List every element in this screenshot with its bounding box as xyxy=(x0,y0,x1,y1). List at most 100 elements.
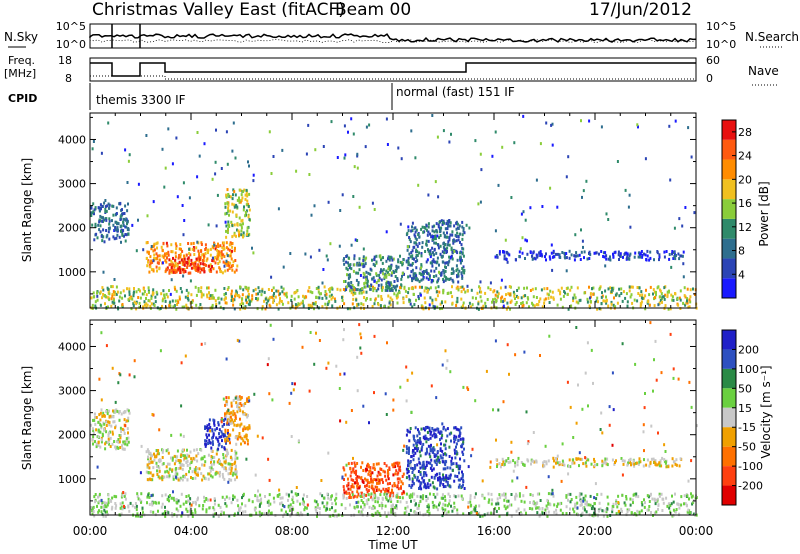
scatter-cell xyxy=(330,286,333,290)
scatter-cell xyxy=(375,254,378,258)
scatter-cell xyxy=(438,220,441,224)
scatter-cell xyxy=(450,132,452,136)
scatter-cell xyxy=(633,512,636,516)
scatter-cell xyxy=(431,500,434,504)
scatter-cell xyxy=(324,302,327,306)
scatter-cell xyxy=(388,258,391,262)
scatter-cell xyxy=(92,210,95,214)
scatter-cell xyxy=(325,296,328,300)
scatter-cell xyxy=(444,498,447,502)
scatter-cell xyxy=(414,241,417,245)
scatter-cell xyxy=(137,288,140,292)
scatter-cell xyxy=(460,445,463,449)
scatter-cell xyxy=(197,256,200,260)
scatter-cell xyxy=(495,300,498,304)
scatter-cell xyxy=(356,490,359,494)
scatter-cell xyxy=(663,458,666,462)
scatter-cell xyxy=(385,413,388,416)
scatter-cell xyxy=(608,423,611,427)
scatter-cell xyxy=(127,232,130,236)
scatter-cell xyxy=(359,492,361,496)
scatter-cell xyxy=(513,141,516,145)
scatter-cell xyxy=(161,494,164,498)
scatter-cell xyxy=(355,271,358,275)
scatter-cell xyxy=(117,438,120,441)
scatter-cell xyxy=(176,514,178,518)
scatter-cell xyxy=(435,251,438,255)
scatter-cell xyxy=(221,439,223,443)
scatter-cell xyxy=(163,185,166,189)
scatter-cell xyxy=(349,474,352,478)
scatter-cell xyxy=(295,169,298,173)
scatter-cell xyxy=(97,443,100,447)
scatter-cell xyxy=(229,195,232,199)
scatter-cell xyxy=(326,258,329,262)
scatter-cell xyxy=(629,252,632,256)
scatter-cell xyxy=(429,466,432,470)
scatter-cell xyxy=(448,278,451,281)
scatter-cell xyxy=(350,470,353,474)
scatter-cell xyxy=(381,285,384,289)
scatter-cell xyxy=(188,247,191,251)
scatter-cell xyxy=(450,431,453,435)
scatter-cell xyxy=(92,435,95,439)
scatter-cell xyxy=(194,260,197,264)
scatter-cell xyxy=(432,251,434,255)
scatter-cell xyxy=(405,451,408,455)
scatter-cell xyxy=(225,438,228,442)
scatter-cell xyxy=(631,301,634,305)
scatter-cell xyxy=(99,214,102,218)
scatter-cell xyxy=(436,256,439,260)
scatter-cell xyxy=(178,295,181,299)
scatter-cell xyxy=(637,255,640,259)
scatter-cell xyxy=(156,257,159,261)
scatter-cell xyxy=(522,494,525,498)
scatter-cell xyxy=(692,500,695,504)
scatter-cell xyxy=(108,423,111,427)
scatter-cell xyxy=(228,254,231,258)
scatter-cell xyxy=(239,423,242,427)
scatter-cell xyxy=(687,305,690,309)
scatter-cell xyxy=(150,494,153,498)
scatter-cell xyxy=(369,297,372,301)
scatter-cell xyxy=(111,496,114,500)
scatter-cell xyxy=(105,505,108,509)
scatter-cell xyxy=(158,476,161,480)
scatter-cell xyxy=(226,453,228,457)
scatter-cell xyxy=(217,443,220,447)
scatter-cell xyxy=(437,243,440,247)
scatter-cell xyxy=(427,505,430,509)
scatter-cell xyxy=(643,498,645,502)
scatter-cell xyxy=(395,288,397,292)
cpid-segment-2: normal (fast) 151 IF xyxy=(396,85,515,99)
scatter-cell xyxy=(538,492,541,496)
scatter-cell xyxy=(222,307,225,311)
scatter-cell xyxy=(242,190,245,193)
scatter-cell xyxy=(279,496,282,500)
scatter-cell xyxy=(586,297,589,301)
scatter-cell xyxy=(146,448,149,452)
scatter-cell xyxy=(420,278,423,282)
scatter-cell xyxy=(433,476,436,480)
scatter-cell xyxy=(434,237,437,241)
scatter-cell xyxy=(503,498,506,502)
scatter-cell xyxy=(134,505,136,509)
scatter-cell xyxy=(520,302,523,305)
scatter-cell xyxy=(116,226,119,230)
scatter-cell xyxy=(229,419,232,423)
scatter-cell xyxy=(424,428,426,432)
scatter-cell xyxy=(425,242,428,246)
scatter-cell xyxy=(383,470,386,474)
scatter-cell xyxy=(623,501,626,505)
scatter-cell xyxy=(113,298,115,302)
scatter-cell xyxy=(147,299,150,302)
scatter-cell xyxy=(462,512,465,516)
scatter-cell xyxy=(428,429,431,433)
scatter-cell xyxy=(180,258,183,262)
scatter-cell xyxy=(422,442,425,446)
scatter-cell xyxy=(396,484,399,488)
scatter-cell xyxy=(208,433,210,437)
scatter-cell xyxy=(245,300,248,304)
scatter-cell xyxy=(118,235,121,239)
scatter-cell xyxy=(457,238,460,242)
